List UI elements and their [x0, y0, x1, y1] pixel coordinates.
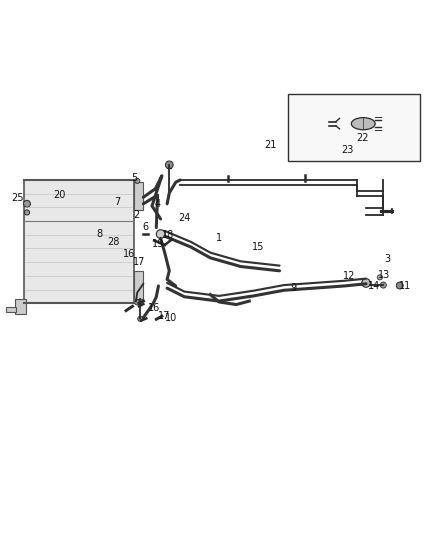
Text: 1: 1: [216, 233, 222, 244]
Text: 5: 5: [131, 173, 138, 183]
Circle shape: [138, 316, 143, 321]
Text: 19: 19: [152, 239, 164, 249]
Circle shape: [25, 210, 30, 215]
Text: 7: 7: [114, 198, 120, 207]
Text: 20: 20: [53, 190, 65, 200]
Text: 17: 17: [133, 257, 145, 267]
Text: 9: 9: [290, 283, 297, 293]
Circle shape: [362, 279, 371, 287]
Circle shape: [156, 230, 165, 238]
Bar: [134, 182, 143, 211]
Text: 3: 3: [385, 254, 391, 264]
Bar: [134, 271, 143, 299]
Text: 14: 14: [367, 280, 380, 290]
Text: 15: 15: [252, 242, 264, 252]
Bar: [6, 306, 16, 312]
Text: 28: 28: [107, 237, 120, 247]
Circle shape: [166, 161, 173, 169]
Circle shape: [134, 178, 140, 183]
Text: 13: 13: [378, 270, 390, 280]
FancyBboxPatch shape: [288, 93, 420, 160]
FancyBboxPatch shape: [24, 180, 134, 303]
Circle shape: [396, 282, 403, 289]
Text: 12: 12: [343, 271, 355, 281]
Text: 8: 8: [96, 229, 102, 239]
Text: 11: 11: [399, 280, 411, 290]
Circle shape: [24, 200, 31, 207]
Text: 18: 18: [162, 230, 174, 240]
Text: 10: 10: [165, 312, 177, 322]
Text: 6: 6: [142, 222, 148, 232]
Text: 23: 23: [341, 145, 353, 155]
Text: 17: 17: [158, 311, 171, 321]
Text: 24: 24: [178, 213, 191, 223]
Text: 22: 22: [357, 133, 369, 143]
Circle shape: [134, 300, 140, 305]
Text: 16: 16: [124, 248, 136, 259]
Text: 4: 4: [155, 199, 161, 209]
Text: 16: 16: [148, 303, 160, 312]
Text: 25: 25: [12, 193, 24, 203]
Text: 21: 21: [264, 140, 276, 150]
Circle shape: [377, 274, 382, 280]
Circle shape: [380, 282, 386, 288]
Text: 2: 2: [134, 211, 140, 221]
Bar: [15, 299, 26, 314]
Ellipse shape: [351, 118, 375, 130]
